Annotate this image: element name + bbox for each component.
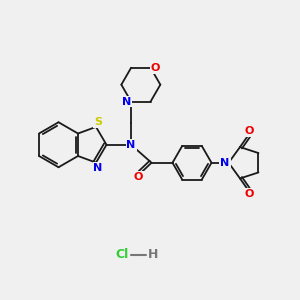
Text: O: O xyxy=(244,127,254,136)
Text: N: N xyxy=(127,140,136,150)
Text: N: N xyxy=(94,163,103,173)
Text: Cl: Cl xyxy=(116,248,129,262)
Text: S: S xyxy=(94,117,102,128)
Text: O: O xyxy=(244,189,254,199)
Text: O: O xyxy=(150,63,160,73)
Text: H: H xyxy=(148,248,158,262)
Text: N: N xyxy=(122,97,131,106)
Text: O: O xyxy=(133,172,143,182)
Text: N: N xyxy=(220,158,230,168)
